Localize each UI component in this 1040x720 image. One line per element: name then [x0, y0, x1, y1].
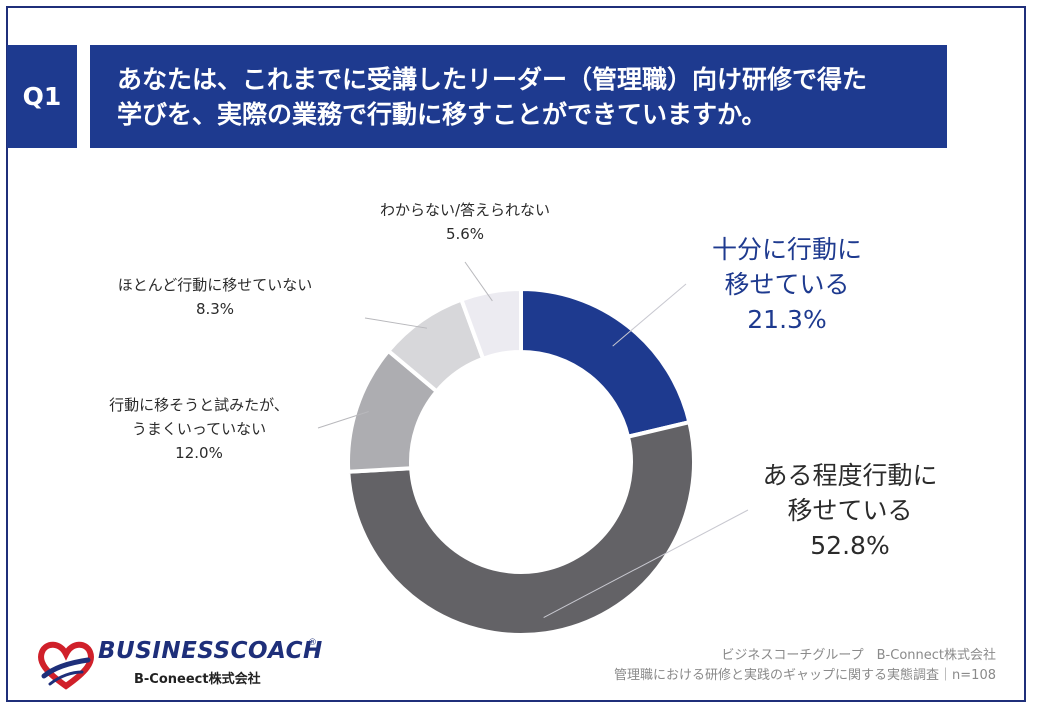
- heart-logo-icon: [38, 641, 94, 690]
- logo-company: B-Coneect株式会社: [134, 672, 261, 687]
- slice-2-label-line-2: 移せている: [787, 496, 912, 525]
- slice-2-label-line-1: ある程度行動に: [762, 461, 937, 490]
- footer-source: ビジネスコーチグループ B-Connect株式会社: [721, 648, 996, 663]
- leader-line-1: [612, 283, 687, 347]
- donut-slice-2: [346, 419, 696, 637]
- question-badge: Q1: [7, 45, 77, 148]
- logo-registered-mark: ®: [308, 638, 317, 648]
- slice-3-label-line-2: うまくいっていない: [132, 420, 266, 438]
- slice-4-value-label: 8.3%: [196, 300, 234, 318]
- slice-5-label-line-1: わからない/答えられない: [380, 201, 550, 219]
- page-frame: [6, 6, 1026, 702]
- leader-line-2: [543, 509, 749, 619]
- business-coach-logo: BUSINESSCOACH ® B-Coneect株式会社: [36, 636, 326, 692]
- slice-5-value-label: 5.6%: [446, 225, 484, 243]
- slice-4-label-line-1: ほとんど行動に移せていない: [118, 276, 313, 294]
- leader-line-4: [364, 317, 428, 329]
- donut-slice-5: [458, 286, 523, 362]
- donut-slice-1: [519, 286, 692, 440]
- slice-3-label-line-1: 行動に移そうと試みたが、: [109, 396, 289, 414]
- leader-line-5: [464, 261, 493, 302]
- slice-3-value-label: 12.0%: [175, 444, 223, 462]
- footer: ビジネスコーチグループ B-Connect株式会社 管理職における研修と実践のギ…: [614, 646, 996, 686]
- leader-line-3: [317, 411, 369, 429]
- slice-1-label-line-2: 移せている: [724, 270, 849, 299]
- slice-1-label-line-1: 十分に行動に: [712, 235, 862, 264]
- logo-wordmark: BUSINESSCOACH: [98, 638, 323, 664]
- question-box: あなたは、これまでに受講したリーダー（管理職）向け研修で得た 学びを、実際の業務…: [90, 45, 947, 148]
- question-line-1: あなたは、これまでに受講したリーダー（管理職）向け研修で得た: [117, 65, 868, 94]
- footer-survey: 管理職における研修と実践のギャップに関する実態調査｜n=108: [614, 668, 996, 683]
- slice-1-value-label: 21.3%: [747, 305, 826, 334]
- slice-2-value-label: 52.8%: [810, 531, 889, 560]
- question-line-2: 学びを、実際の業務で行動に移すことができていますか。: [117, 100, 767, 129]
